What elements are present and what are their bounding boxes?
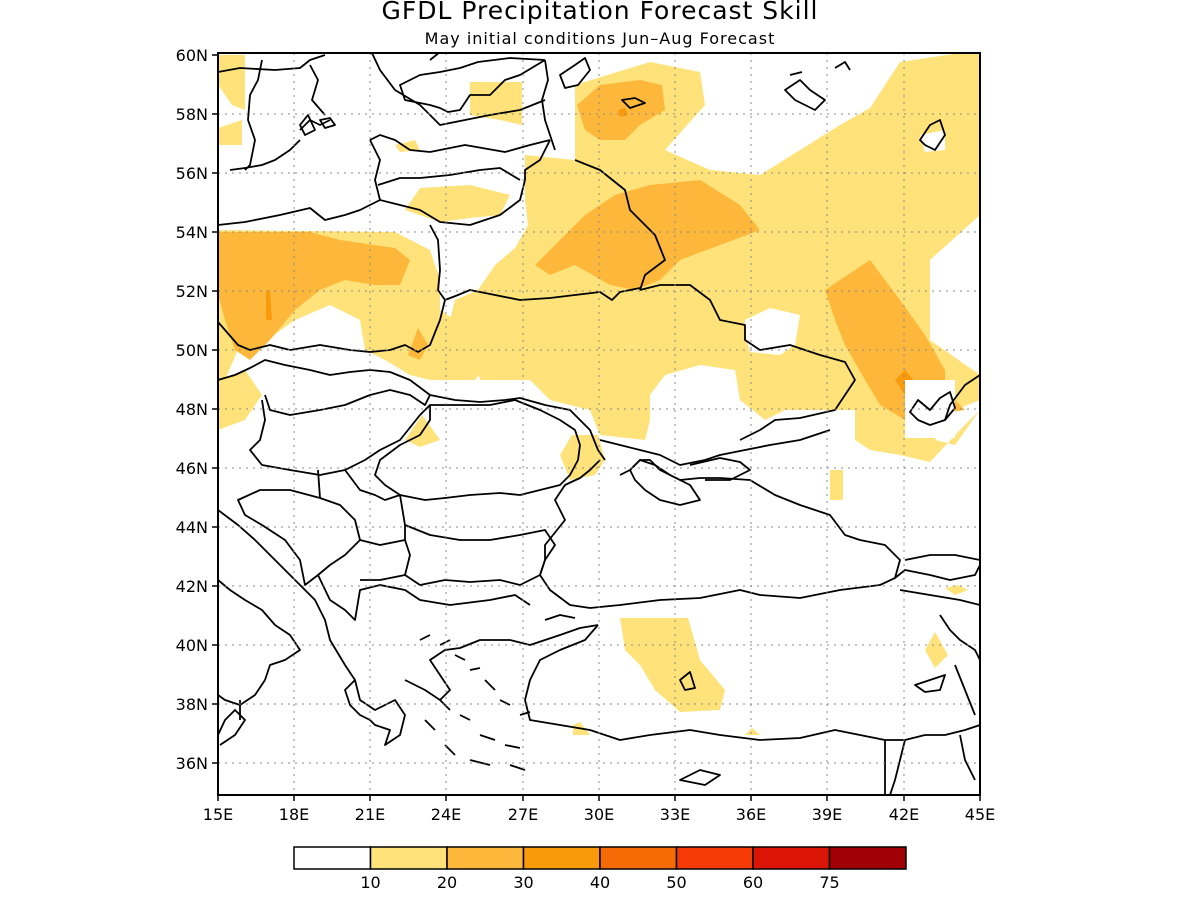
coastline-levant xyxy=(884,734,976,795)
border-bulgaria xyxy=(404,524,556,586)
legend-label: 20 xyxy=(437,873,457,892)
skill-region-baltic xyxy=(470,82,522,125)
legend-swatch-1 xyxy=(369,846,448,870)
legend-swatch-0 xyxy=(293,846,372,870)
skill-region-caucasus-e xyxy=(945,585,968,595)
coastline-lakes-russia xyxy=(621,61,946,151)
skill-region-med-poland xyxy=(218,232,410,360)
skill-region-anatolia xyxy=(620,618,725,712)
skill-region-southwest-edge xyxy=(218,370,262,430)
skill-region-small-n xyxy=(395,140,420,152)
chart-title: GFDL Precipitation Forecast Skill xyxy=(381,0,819,25)
lat-label: 42N xyxy=(176,577,208,596)
lat-label: 40N xyxy=(176,636,208,655)
legend-label: 30 xyxy=(513,873,533,892)
chart-subtitle: May initial conditions Jun–Aug Forecast xyxy=(424,29,776,48)
lon-label: 30E xyxy=(584,805,614,824)
border-ukraine-russia xyxy=(639,284,856,441)
coastline-scandinavia xyxy=(218,54,326,171)
legend-swatch-5 xyxy=(675,846,754,870)
skill-region-small-s2 xyxy=(745,728,760,735)
lon-label: 36E xyxy=(736,805,766,824)
lon-label: 15E xyxy=(203,805,233,824)
skill-region-northwest xyxy=(218,55,245,110)
skill-gap-ukraine xyxy=(745,308,800,355)
coastline-greece xyxy=(344,624,599,746)
lat-label: 52N xyxy=(176,282,208,301)
lon-label: 45E xyxy=(965,805,995,824)
legend-swatch-2 xyxy=(446,846,525,870)
lon-label: 39E xyxy=(812,805,842,824)
lat-label: 56N xyxy=(176,164,208,183)
coastline-gulf-bothnia xyxy=(299,64,331,131)
skill-region-med-belarus xyxy=(535,180,760,290)
legend-label: 50 xyxy=(666,873,686,892)
coastline-black-sea xyxy=(539,429,901,609)
lat-label: 60N xyxy=(176,46,208,65)
lat-lon-grid xyxy=(218,53,980,795)
border-romania xyxy=(374,399,581,501)
lon-label: 24E xyxy=(431,805,461,824)
coastline-crimea xyxy=(629,459,701,506)
coastline-adriatic xyxy=(218,509,356,681)
lon-label: 27E xyxy=(508,805,538,824)
coastline-cyprus xyxy=(679,769,721,786)
skill-region-small-e xyxy=(830,470,843,500)
skill-region-caucasus-s xyxy=(925,632,948,668)
lon-labels: 15E 18E 21E 24E 27E 30E 33E 36E 39E 42E … xyxy=(203,805,995,824)
lon-label: 18E xyxy=(279,805,309,824)
lat-label: 44N xyxy=(176,518,208,537)
skill-region-moldova xyxy=(560,435,605,480)
border-poland-belarus xyxy=(429,224,641,301)
coastline-lake-tuz xyxy=(679,671,696,691)
legend-label: 10 xyxy=(360,873,380,892)
legend-swatch-3 xyxy=(522,846,601,870)
coastline-gotland xyxy=(299,114,336,136)
skill-region-lithuania xyxy=(405,185,510,222)
skill-shading xyxy=(218,53,980,735)
border-hungary xyxy=(249,389,431,476)
lon-label: 33E xyxy=(660,805,690,824)
legend-label: 40 xyxy=(590,873,610,892)
coastline-lake-van xyxy=(914,674,946,693)
lat-label: 50N xyxy=(176,341,208,360)
skill-region-med-small xyxy=(408,328,428,360)
lat-labels: 60N 58N 56N 54N 52N 50N 48N 46N 44N 42N … xyxy=(176,46,208,773)
legend-label: 75 xyxy=(819,873,839,892)
border-caucasus xyxy=(894,554,980,716)
lat-label: 54N xyxy=(176,223,208,242)
skill-region-northeast xyxy=(450,53,980,462)
legend-label: 60 xyxy=(743,873,763,892)
skill-region-high-3 xyxy=(618,108,628,117)
lat-label: 36N xyxy=(176,754,208,773)
lat-label: 48N xyxy=(176,400,208,419)
coastline-caspian xyxy=(909,374,980,426)
axis-ticks xyxy=(212,54,981,801)
coastline-lake-ladoga xyxy=(559,57,591,89)
lon-label: 21E xyxy=(355,805,385,824)
border-poland-ukraine xyxy=(218,299,446,353)
coastline-estonia-latvia xyxy=(218,139,551,226)
border-balkans xyxy=(237,469,531,621)
coastline-baltic-east xyxy=(399,57,546,113)
legend-swatch-7 xyxy=(828,846,907,870)
border-central-europe xyxy=(218,359,606,461)
coastline-italy xyxy=(218,579,301,746)
legend-swatch-4 xyxy=(599,846,678,870)
lat-label: 38N xyxy=(176,695,208,714)
color-legend: 10 20 30 40 50 60 75 xyxy=(293,846,907,892)
coastline-aegean-islands xyxy=(419,634,531,771)
legend-swatch-6 xyxy=(752,846,831,870)
lat-label: 58N xyxy=(176,105,208,124)
lon-label: 42E xyxy=(889,805,919,824)
skill-region-northwest-2 xyxy=(218,120,242,145)
coastline-turkey xyxy=(524,614,980,741)
lat-label: 46N xyxy=(176,459,208,478)
coastline-azov xyxy=(689,457,751,481)
skill-region-high-1 xyxy=(266,290,272,320)
coastlines-borders xyxy=(218,53,980,795)
border-baltic-states xyxy=(369,134,526,226)
